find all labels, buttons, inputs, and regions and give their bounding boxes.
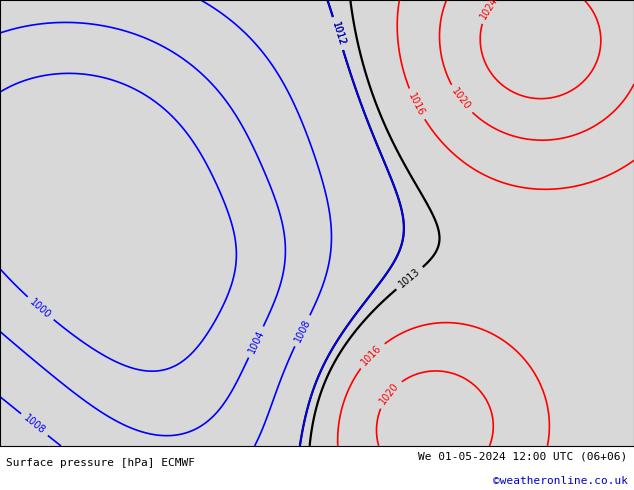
Text: 1016: 1016: [406, 91, 426, 118]
Text: Surface pressure [hPa] ECMWF: Surface pressure [hPa] ECMWF: [6, 458, 195, 468]
Text: 1000: 1000: [28, 296, 53, 320]
Text: We 01-05-2024 12:00 UTC (06+06): We 01-05-2024 12:00 UTC (06+06): [418, 452, 628, 462]
Text: 1008: 1008: [22, 413, 47, 436]
Text: 1024: 1024: [479, 0, 500, 21]
Text: 1013: 1013: [397, 267, 422, 290]
Text: 1020: 1020: [378, 381, 401, 406]
Text: 1004: 1004: [246, 329, 266, 355]
Text: 1012: 1012: [330, 20, 346, 47]
Text: 1016: 1016: [359, 343, 384, 368]
Text: 1020: 1020: [450, 87, 472, 112]
Text: 1008: 1008: [292, 318, 312, 344]
Text: ©weatheronline.co.uk: ©weatheronline.co.uk: [493, 476, 628, 486]
Text: 1012: 1012: [330, 20, 346, 47]
